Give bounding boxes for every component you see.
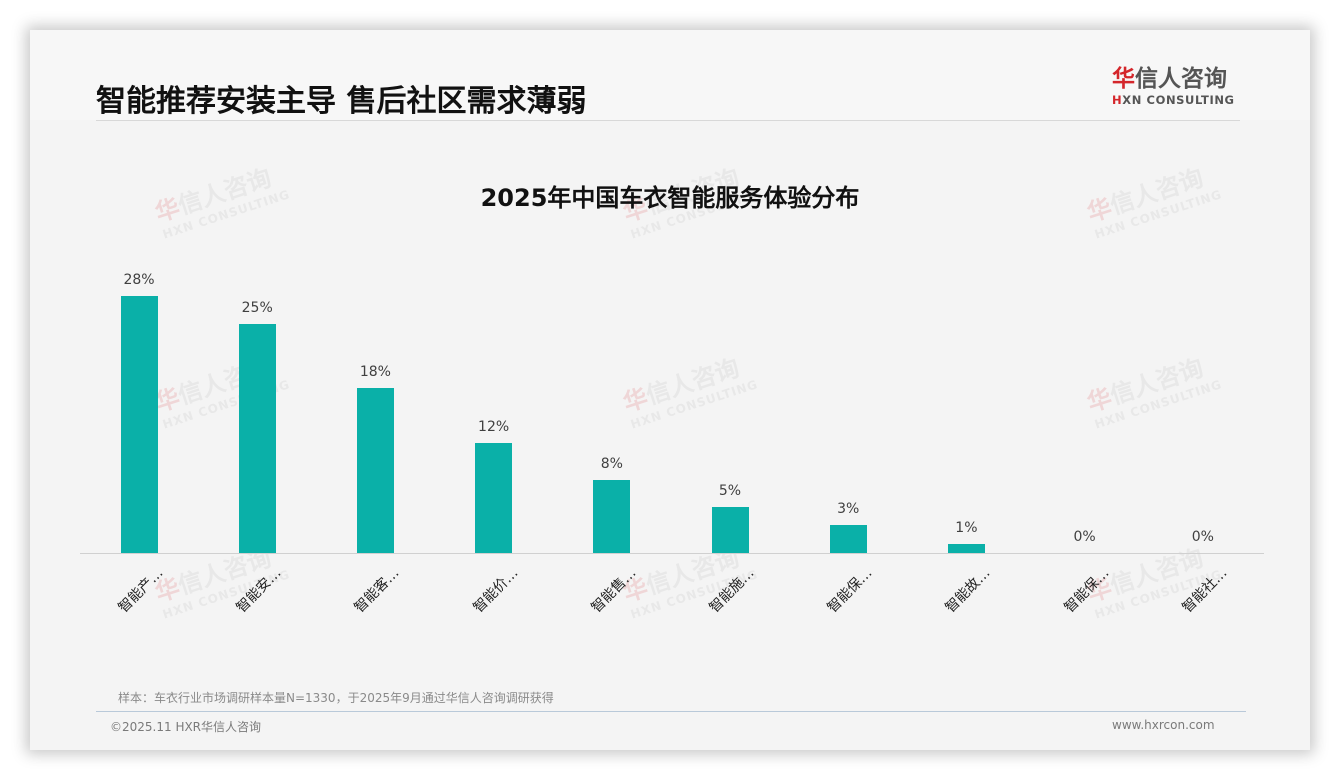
sample-note: 样本：车衣行业市场调研样本量N=1330，于2025年9月通过华信人咨询调研获得 [118, 691, 554, 705]
website-link[interactable]: www.hxrcon.com [1112, 718, 1215, 732]
bar [947, 544, 985, 553]
bar-value-label: 18% [359, 364, 391, 380]
bar [711, 507, 749, 553]
slide: 智能推荐安装主导 售后社区需求薄弱 华信人咨询 HXN CONSULTING 华… [30, 30, 1310, 750]
page-title: 智能推荐安装主导 售后社区需求薄弱 [96, 84, 587, 119]
category-label: 智能社… [1179, 565, 1231, 617]
x-axis-line [80, 553, 1264, 554]
category-label: 智能产… [115, 565, 167, 617]
logo-en-red-char: H [1112, 93, 1123, 107]
bar-value-label: 1% [955, 520, 978, 536]
bar-chart: 28% 智能产… 25% 智能安… 18% 智能客… 12% 智能价… 8% 智能售… 5% 智能施…… [80, 230, 1264, 616]
company-logo: 华信人咨询 HXN CONSULTING [1112, 66, 1242, 107]
category-label: 智能保… [1061, 565, 1113, 617]
header-band [30, 30, 1310, 120]
category-label: 智能价… [470, 565, 522, 617]
bar-value-label: 12% [478, 419, 510, 435]
category-label: 智能安… [233, 565, 285, 617]
logo-cn-text: 信人咨询 [1135, 66, 1227, 92]
bar [238, 324, 276, 553]
bar [475, 443, 513, 553]
bar-value-label: 8% [600, 456, 623, 472]
bar [829, 525, 867, 553]
copyright: ©2025.11 HXR华信人咨询 [110, 720, 262, 734]
logo-english: HXN CONSULTING [1112, 93, 1242, 107]
title-divider [96, 120, 1240, 121]
category-label: 智能故… [942, 565, 994, 617]
bar-value-label: 3% [837, 501, 860, 517]
bar-value-label: 25% [241, 300, 273, 316]
logo-en-text: XN CONSULTING [1122, 93, 1235, 107]
bar-value-label: 28% [123, 272, 155, 288]
chart-title: 2025年中国车衣智能服务体验分布 [480, 184, 860, 212]
bar-value-label: 0% [1191, 529, 1214, 545]
category-label: 智能保… [824, 565, 876, 617]
bar-value-label: 5% [718, 483, 742, 499]
bar-value-label: 0% [1073, 529, 1096, 545]
category-label: 智能施… [706, 565, 758, 617]
category-label: 智能客… [351, 565, 403, 617]
footer-divider [96, 711, 1246, 712]
category-label: 智能售… [588, 565, 640, 617]
bar [593, 480, 631, 553]
logo-red-char: 华 [1112, 66, 1135, 92]
bar [356, 388, 394, 553]
logo-chinese: 华信人咨询 [1112, 66, 1242, 92]
bar [120, 296, 158, 553]
